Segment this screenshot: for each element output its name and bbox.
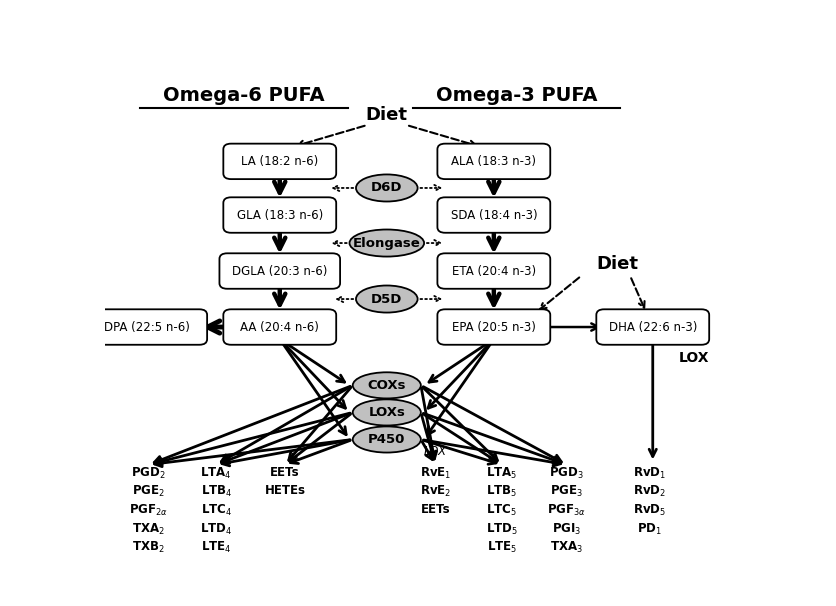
Text: Diet: Diet bbox=[365, 105, 407, 124]
Text: Diet: Diet bbox=[595, 255, 637, 273]
Text: EPA (20:5 n-3): EPA (20:5 n-3) bbox=[451, 321, 535, 333]
FancyBboxPatch shape bbox=[437, 144, 549, 179]
Text: PGD$_2$: PGD$_2$ bbox=[131, 465, 166, 481]
Ellipse shape bbox=[355, 175, 417, 202]
Text: DGLA (20:3 n-6): DGLA (20:3 n-6) bbox=[232, 265, 327, 278]
Text: RvD$_5$: RvD$_5$ bbox=[632, 503, 665, 518]
Text: Elongase: Elongase bbox=[353, 236, 421, 250]
Text: PGE$_3$: PGE$_3$ bbox=[549, 484, 582, 499]
Text: LA (18:2 n-6): LA (18:2 n-6) bbox=[241, 155, 318, 168]
Text: Omega-6 PUFA: Omega-6 PUFA bbox=[163, 86, 324, 105]
Text: PGD$_3$: PGD$_3$ bbox=[548, 465, 584, 481]
Text: GLA (18:3 n-6): GLA (18:3 n-6) bbox=[237, 208, 323, 222]
FancyBboxPatch shape bbox=[223, 309, 336, 345]
FancyBboxPatch shape bbox=[86, 309, 206, 345]
Text: PGF$_{3\alpha}$: PGF$_{3\alpha}$ bbox=[547, 503, 585, 518]
Text: PGE$_2$: PGE$_2$ bbox=[132, 484, 165, 499]
Text: HETEs: HETEs bbox=[264, 484, 305, 498]
Text: PD$_1$: PD$_1$ bbox=[636, 522, 661, 537]
Text: LTA$_4$: LTA$_4$ bbox=[200, 465, 232, 481]
Text: LTE$_5$: LTE$_5$ bbox=[486, 541, 516, 555]
Text: Omega-3 PUFA: Omega-3 PUFA bbox=[436, 86, 597, 105]
Text: LOX: LOX bbox=[424, 445, 446, 458]
Text: D6D: D6D bbox=[370, 181, 402, 195]
Text: COXs: COXs bbox=[367, 379, 405, 392]
Text: LTE$_4$: LTE$_4$ bbox=[201, 541, 231, 555]
Text: DHA (22:6 n-3): DHA (22:6 n-3) bbox=[608, 321, 696, 333]
Text: LOX: LOX bbox=[678, 351, 708, 365]
Text: LTC$_5$: LTC$_5$ bbox=[486, 503, 517, 518]
Text: LTD$_4$: LTD$_4$ bbox=[200, 522, 232, 537]
Text: SDA (18:4 n-3): SDA (18:4 n-3) bbox=[450, 208, 537, 222]
Ellipse shape bbox=[352, 372, 421, 398]
Ellipse shape bbox=[352, 399, 421, 425]
Text: AA (20:4 n-6): AA (20:4 n-6) bbox=[240, 321, 319, 333]
Text: LTB$_4$: LTB$_4$ bbox=[201, 484, 232, 499]
Text: LTA$_5$: LTA$_5$ bbox=[486, 465, 517, 481]
Text: LTC$_4$: LTC$_4$ bbox=[201, 503, 232, 518]
Text: ALA (18:3 n-3): ALA (18:3 n-3) bbox=[451, 155, 536, 168]
Text: ETA (20:4 n-3): ETA (20:4 n-3) bbox=[451, 265, 535, 278]
Text: PGI$_3$: PGI$_3$ bbox=[551, 522, 580, 537]
Ellipse shape bbox=[352, 427, 421, 453]
FancyBboxPatch shape bbox=[219, 253, 339, 289]
Text: TXB$_2$: TXB$_2$ bbox=[132, 541, 165, 555]
Text: TXA$_3$: TXA$_3$ bbox=[549, 541, 582, 555]
FancyBboxPatch shape bbox=[595, 309, 708, 345]
Text: LTB$_5$: LTB$_5$ bbox=[486, 484, 517, 499]
Text: D5D: D5D bbox=[370, 293, 402, 305]
Ellipse shape bbox=[355, 285, 417, 313]
Text: RvD$_2$: RvD$_2$ bbox=[632, 484, 665, 499]
Text: LOXs: LOXs bbox=[368, 406, 405, 419]
Text: PGF$_{2\alpha}$: PGF$_{2\alpha}$ bbox=[129, 503, 168, 518]
Text: EETs: EETs bbox=[421, 503, 450, 516]
FancyBboxPatch shape bbox=[437, 198, 549, 233]
FancyBboxPatch shape bbox=[437, 309, 549, 345]
FancyBboxPatch shape bbox=[223, 198, 336, 233]
Ellipse shape bbox=[349, 230, 424, 256]
Text: RvD$_1$: RvD$_1$ bbox=[632, 465, 665, 481]
Text: RvE$_1$: RvE$_1$ bbox=[420, 465, 451, 481]
FancyBboxPatch shape bbox=[223, 144, 336, 179]
Text: RvE$_2$: RvE$_2$ bbox=[420, 484, 451, 499]
Text: LTD$_5$: LTD$_5$ bbox=[485, 522, 517, 537]
Text: EETs: EETs bbox=[270, 465, 299, 479]
FancyBboxPatch shape bbox=[437, 253, 549, 289]
Text: DPA (22:5 n-6): DPA (22:5 n-6) bbox=[104, 321, 190, 333]
Text: TXA$_2$: TXA$_2$ bbox=[132, 522, 165, 537]
Text: P450: P450 bbox=[368, 433, 405, 446]
